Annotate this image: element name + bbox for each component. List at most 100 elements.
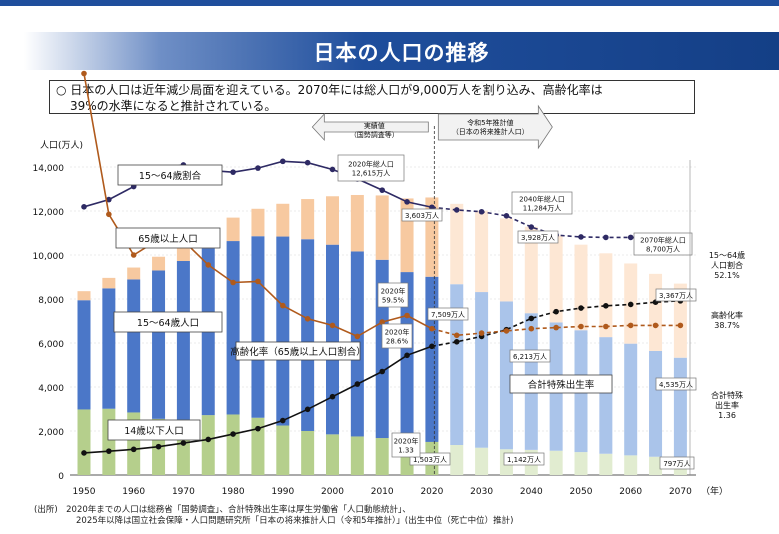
x-tick-label: 2050 <box>570 487 593 497</box>
bar-old <box>251 208 265 237</box>
ratio-line-point <box>603 234 609 241</box>
bar-old <box>176 244 190 262</box>
v2040-014-label: 1,142万人 <box>507 456 541 464</box>
bar-working <box>475 292 489 448</box>
label-working: 15～64歳人口 <box>137 317 199 329</box>
bar-working <box>127 279 141 413</box>
bar-old <box>499 218 513 302</box>
bar-old <box>649 273 663 351</box>
bar-working <box>152 270 166 419</box>
ratio-line-point <box>304 159 311 166</box>
future-arrow <box>437 104 553 150</box>
ratio-line-point <box>404 199 410 205</box>
ratio-line-point <box>329 166 336 173</box>
y-tick-label: 6,000 <box>38 340 64 350</box>
aging-line-point <box>155 443 162 450</box>
bar-working <box>624 343 638 456</box>
bar-young <box>251 417 265 475</box>
bar-young <box>450 445 464 475</box>
x-tick-label: 2040 <box>520 487 543 497</box>
total-2040-callout-box <box>511 191 573 215</box>
aging-line-point <box>280 417 286 424</box>
v2040-1564-label-box <box>509 349 551 363</box>
v2070-1564-label-box <box>655 377 697 391</box>
ratio-line-point <box>528 224 535 230</box>
tfr-line-point <box>453 332 460 339</box>
label-old: 65歳以上人口 <box>138 233 198 245</box>
v2070-65-label: 3,367万人 <box>659 292 693 300</box>
x-tick-label: 2070 <box>669 487 692 497</box>
tfr-line-point <box>354 333 361 340</box>
total-2020-callout-box <box>337 154 405 182</box>
summary-line-1: ○ 日本の人口は近年減少局面を迎えている。2070年には総人口が9,000万人を… <box>56 83 603 97</box>
bar-working <box>499 301 513 450</box>
tfr-line-point <box>429 325 435 332</box>
right-ratio-label: 15～64歳人口割合 52.1% <box>709 250 745 280</box>
tfr-2020-callout-box <box>391 432 421 458</box>
aging-line-point <box>81 450 87 456</box>
y-tick-label: 8,000 <box>38 296 64 306</box>
x-tick-label: 2030 <box>470 487 493 497</box>
x-tick-label: 1970 <box>172 487 195 497</box>
aging-2020-callout-box <box>381 323 413 349</box>
tfr-line-point <box>379 319 386 325</box>
aging-line-point <box>429 343 435 350</box>
aging-line-point <box>180 440 187 446</box>
ratio-line-point <box>230 169 236 175</box>
bar-old <box>276 203 290 237</box>
v2020-1564-label-box <box>427 307 469 321</box>
bar-old <box>226 217 240 242</box>
label-ratio: 15～64歳割合 <box>139 170 202 182</box>
bar-old <box>599 253 613 338</box>
tfr-line-point <box>280 302 286 309</box>
source-note: (出所) 2020年までの人口は総務省「国勢調査」、合計特殊出生率は厚生労働省「… <box>34 505 513 527</box>
x-tick-label: 1990 <box>271 487 294 497</box>
ratio-line-point <box>280 158 286 165</box>
y-tick-label: 0 <box>58 472 64 482</box>
bar-young <box>375 438 389 475</box>
aging-line-point <box>106 448 112 454</box>
ratio-line-point <box>627 234 634 241</box>
ratio-line-point <box>453 207 460 213</box>
label-aging: 高齢化率（65歳以上人口割合） <box>230 346 366 358</box>
bar-working <box>102 288 116 409</box>
bar-old <box>326 196 339 245</box>
bar-young <box>276 425 290 475</box>
tfr-line-point <box>205 262 212 268</box>
future-label: 令和5年推計値（日本の将来推計人口） <box>452 118 529 136</box>
v2070-014-label-box <box>659 456 695 470</box>
x-tick-label: 2060 <box>619 487 642 497</box>
label-ratio-box <box>117 164 223 186</box>
source-line-1: (出所) 2020年までの人口は総務省「国勢調査」、合計特殊出生率は厚生労働省「… <box>34 505 411 515</box>
label-working-box <box>113 311 223 333</box>
aging-2020-callout: 2020年 28.6% <box>385 328 410 346</box>
bar-young <box>350 436 364 475</box>
bar-working <box>276 236 290 426</box>
ratio-line-point <box>503 213 510 219</box>
ratio-line-point <box>578 234 584 240</box>
top-accent-bar <box>0 0 779 6</box>
bar-young <box>102 408 116 475</box>
ratio-line-point <box>379 187 386 193</box>
tfr-line-point <box>503 328 510 334</box>
bar-working <box>673 357 687 458</box>
aging-line-point <box>230 431 236 437</box>
tfr-line-point <box>329 322 336 329</box>
aging-line-point <box>627 301 634 308</box>
bar-working <box>599 337 613 454</box>
aging-line-point <box>553 308 559 315</box>
x-tick-label: 2010 <box>371 487 394 497</box>
v2040-65-label: 3,928万人 <box>521 234 555 242</box>
bar-old <box>549 235 563 323</box>
x-tick-label: 1950 <box>73 487 96 497</box>
tfr-line-point <box>304 316 311 322</box>
summary-box: ○ 日本の人口は近年減少局面を迎えている。2070年には総人口が9,000万人を… <box>49 80 695 114</box>
label-old-box <box>115 227 221 249</box>
bar-young <box>549 450 563 475</box>
bar-old <box>301 199 315 240</box>
y-tick-label: 4,000 <box>38 384 64 394</box>
past-label: 実績値（国勢調査等） <box>350 121 399 139</box>
v2040-1564-label: 6,213万人 <box>513 353 547 361</box>
label-aging-box <box>235 341 361 361</box>
bar-working <box>226 241 240 415</box>
